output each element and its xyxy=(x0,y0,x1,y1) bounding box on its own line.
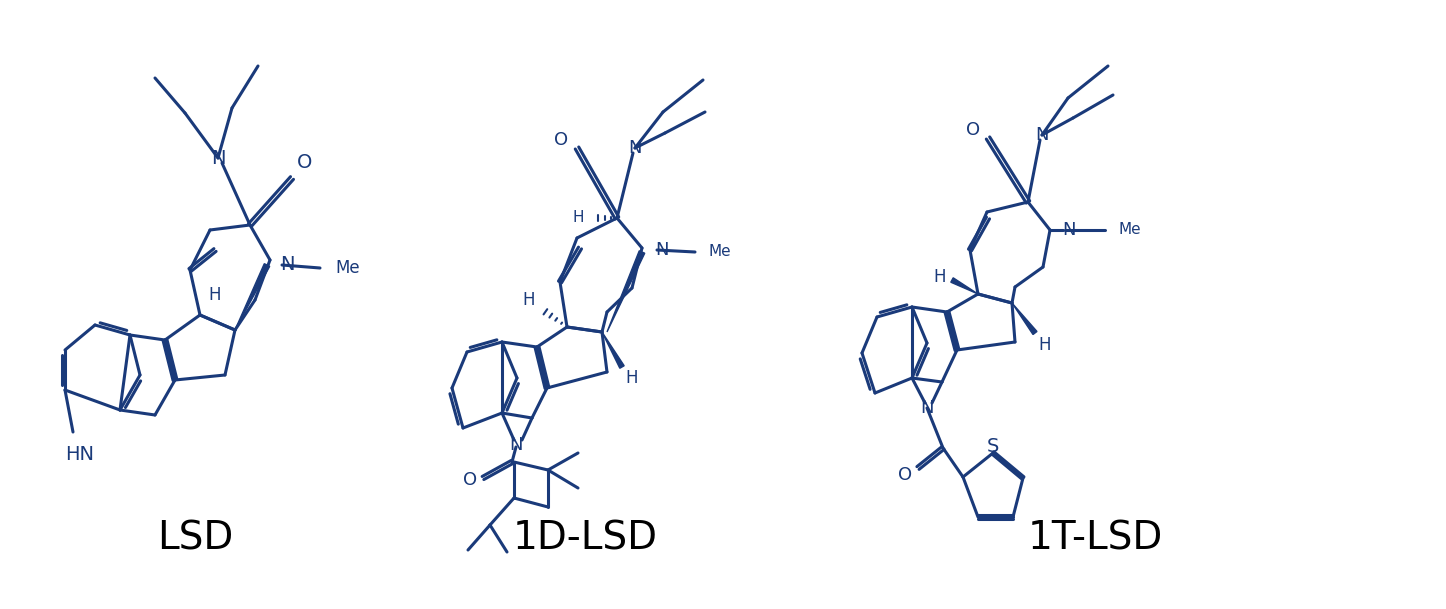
Text: O: O xyxy=(898,466,912,484)
Text: O: O xyxy=(554,131,568,149)
Text: N: N xyxy=(655,241,668,259)
Text: 1D-LSD: 1D-LSD xyxy=(512,519,658,557)
Text: 1T-LSD: 1T-LSD xyxy=(1027,519,1163,557)
Text: LSD: LSD xyxy=(156,519,233,557)
Text: HN: HN xyxy=(65,446,94,465)
Text: H: H xyxy=(208,286,221,304)
Text: Me: Me xyxy=(709,244,730,259)
Text: N: N xyxy=(628,139,642,157)
Text: O: O xyxy=(463,471,477,489)
Text: Me: Me xyxy=(335,259,360,277)
Text: H: H xyxy=(626,369,638,387)
Text: S: S xyxy=(986,437,999,457)
Text: N: N xyxy=(509,436,523,454)
Polygon shape xyxy=(236,264,270,330)
Text: N: N xyxy=(281,256,295,275)
Text: H: H xyxy=(934,268,946,286)
Text: N: N xyxy=(211,149,226,167)
Polygon shape xyxy=(607,251,645,332)
Text: O: O xyxy=(298,152,312,172)
Polygon shape xyxy=(1012,303,1037,334)
Text: O: O xyxy=(966,121,980,139)
Text: N: N xyxy=(1061,221,1076,239)
Text: H: H xyxy=(523,291,535,309)
Text: Me: Me xyxy=(1118,222,1141,238)
Text: H: H xyxy=(573,211,584,225)
Polygon shape xyxy=(951,278,977,294)
Text: N: N xyxy=(920,399,934,417)
Text: H: H xyxy=(1038,336,1051,354)
Text: N: N xyxy=(1035,126,1048,144)
Polygon shape xyxy=(602,332,625,368)
